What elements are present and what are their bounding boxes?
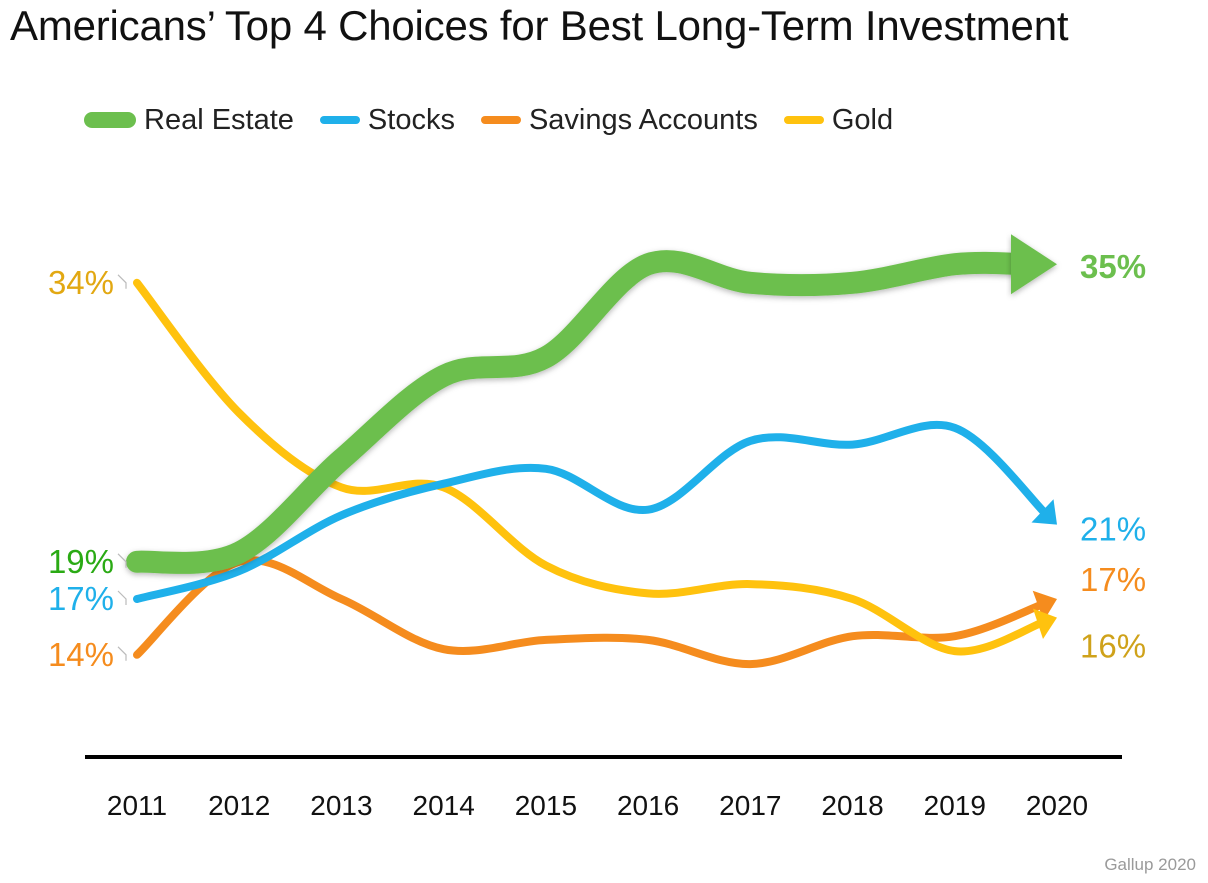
legend-label-savings-accounts: Savings Accounts bbox=[528, 103, 758, 136]
data-point-stocks-2020 bbox=[1055, 523, 1059, 527]
data-point-stocks-2014 bbox=[442, 482, 446, 486]
series-arrowhead-savings-accounts bbox=[1032, 590, 1057, 621]
data-point-stocks-2017 bbox=[748, 439, 752, 443]
x-tick-label-2020: 2020 bbox=[1026, 790, 1088, 821]
x-tick-label-2014: 2014 bbox=[413, 790, 475, 821]
x-tick-label-2011: 2011 bbox=[107, 790, 167, 821]
data-point-gold-2016 bbox=[646, 591, 650, 595]
series-arrowhead-real-estate bbox=[1011, 234, 1057, 295]
legend-swatch-stocks bbox=[319, 116, 360, 124]
data-point-stocks-2012 bbox=[237, 569, 241, 573]
series-line-savings-accounts bbox=[133, 556, 1048, 669]
data-point-real-estate-2020 bbox=[1055, 262, 1059, 266]
end-label-savings-accounts: 17% bbox=[1080, 561, 1146, 598]
legend-swatch-gold bbox=[783, 116, 824, 124]
series-savings-accounts bbox=[133, 556, 1059, 669]
start-leader-savings-accounts bbox=[117, 646, 127, 661]
data-point-stocks-2016 bbox=[646, 508, 650, 512]
data-point-savings-accounts-2017 bbox=[748, 662, 752, 666]
end-label-stocks: 21% bbox=[1080, 511, 1146, 548]
series-line-stocks bbox=[133, 420, 1051, 603]
legend-label-real-estate: Real Estate bbox=[144, 103, 294, 136]
x-tick-label-2017: 2017 bbox=[719, 790, 781, 821]
data-point-stocks-2013 bbox=[339, 513, 343, 517]
data-point-stocks-2018 bbox=[851, 443, 855, 447]
data-point-stocks-2019 bbox=[953, 426, 957, 430]
start-leader-gold bbox=[117, 274, 127, 289]
data-point-real-estate-2018 bbox=[851, 281, 855, 285]
x-tick-label-2019: 2019 bbox=[924, 790, 986, 821]
data-point-savings-accounts-2015 bbox=[544, 638, 548, 642]
legend-swatch-real-estate bbox=[84, 112, 136, 128]
legend-item-real-estate: Real Estate bbox=[84, 104, 294, 137]
data-point-real-estate-2015 bbox=[544, 355, 548, 359]
data-point-gold-2018 bbox=[851, 597, 855, 601]
data-point-savings-accounts-2013 bbox=[339, 597, 343, 601]
legend-swatch-savings-accounts bbox=[480, 116, 521, 124]
chart-title: Americans’ Top 4 Choices for Best Long-T… bbox=[10, 2, 1069, 49]
data-point-real-estate-2011 bbox=[135, 560, 139, 564]
series-real-estate bbox=[126, 234, 1059, 574]
data-point-real-estate-2013 bbox=[339, 458, 343, 462]
data-point-stocks-2015 bbox=[544, 467, 548, 471]
data-point-real-estate-2014 bbox=[442, 374, 446, 378]
start-label-savings-accounts: 14% bbox=[48, 636, 114, 673]
start-label-gold: 34% bbox=[48, 264, 114, 301]
data-point-savings-accounts-2020 bbox=[1055, 597, 1059, 601]
legend: Real Estate Stocks Savings Accounts Gold bbox=[84, 100, 893, 140]
legend-item-savings-accounts: Savings Accounts bbox=[480, 103, 758, 137]
series-arrowhead-stocks bbox=[1031, 499, 1057, 525]
x-tick-label-2012: 2012 bbox=[208, 790, 270, 821]
legend-label-gold: Gold bbox=[831, 103, 894, 136]
start-leader-stocks bbox=[117, 590, 127, 605]
data-point-gold-2015 bbox=[544, 564, 548, 568]
x-tick-label-2015: 2015 bbox=[515, 790, 577, 821]
data-point-savings-accounts-2011 bbox=[135, 653, 139, 657]
start-label-real-estate: 19% bbox=[48, 543, 114, 580]
data-point-gold-2017 bbox=[748, 582, 752, 586]
legend-item-gold: Gold bbox=[783, 103, 894, 137]
x-tick-label-2013: 2013 bbox=[310, 790, 372, 821]
series-gold bbox=[133, 278, 1059, 656]
data-point-real-estate-2017 bbox=[748, 281, 752, 285]
data-point-savings-accounts-2018 bbox=[851, 634, 855, 638]
start-label-stocks: 17% bbox=[48, 580, 114, 617]
x-tick-label-2016: 2016 bbox=[617, 790, 679, 821]
series-arrowhead-gold bbox=[1033, 608, 1057, 639]
data-point-gold-2013 bbox=[339, 485, 343, 489]
legend-item-stocks: Stocks bbox=[319, 103, 455, 137]
series-line-gold bbox=[133, 278, 1048, 656]
data-point-savings-accounts-2014 bbox=[442, 647, 446, 651]
series-line-real-estate bbox=[126, 250, 1036, 574]
source-note: Gallup 2020 bbox=[1104, 855, 1196, 874]
data-point-gold-2019 bbox=[953, 649, 957, 653]
data-point-gold-2020 bbox=[1055, 616, 1059, 620]
data-point-real-estate-2012 bbox=[237, 551, 241, 555]
start-leader-real-estate bbox=[117, 553, 127, 568]
data-point-stocks-2011 bbox=[135, 597, 139, 601]
end-label-real-estate: 35% bbox=[1080, 248, 1146, 285]
data-point-gold-2011 bbox=[135, 281, 139, 285]
end-label-gold: 16% bbox=[1080, 628, 1146, 665]
x-tick-label-2018: 2018 bbox=[821, 790, 883, 821]
data-point-savings-accounts-2019 bbox=[953, 634, 957, 638]
data-point-gold-2012 bbox=[237, 411, 241, 415]
series-stocks bbox=[133, 420, 1059, 603]
legend-label-stocks: Stocks bbox=[367, 103, 455, 136]
data-point-savings-accounts-2016 bbox=[646, 638, 650, 642]
data-point-real-estate-2019 bbox=[953, 262, 957, 266]
data-point-real-estate-2016 bbox=[646, 262, 650, 266]
